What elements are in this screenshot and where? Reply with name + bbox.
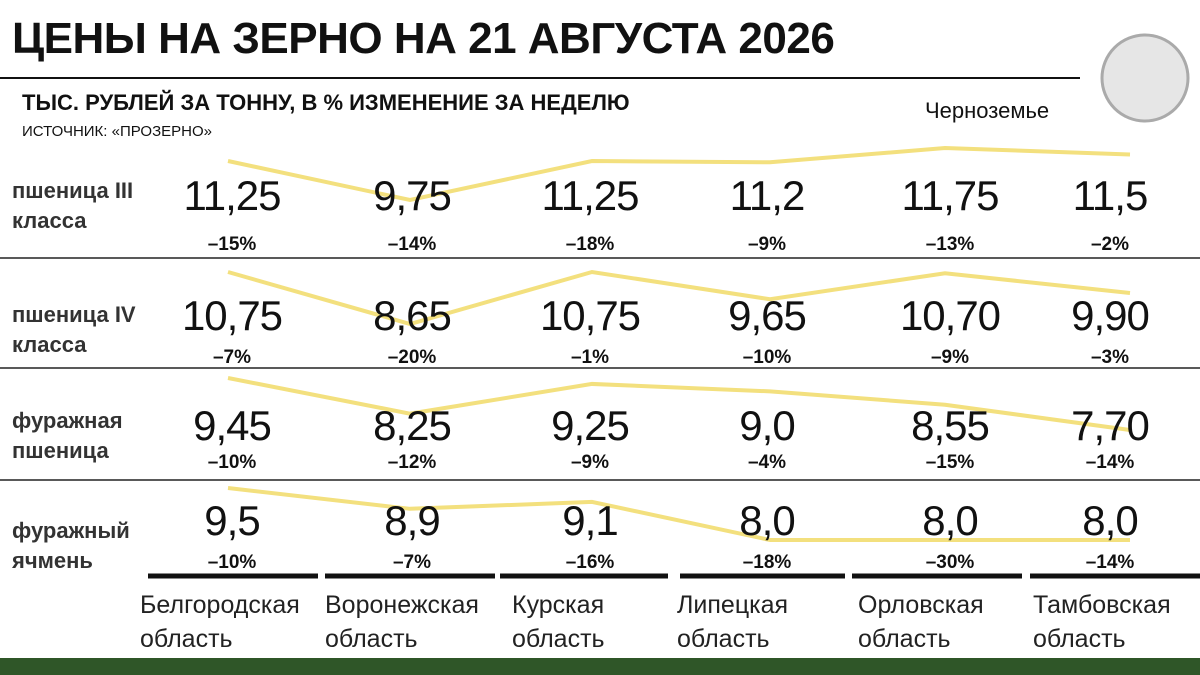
value-label: 8,9 bbox=[384, 497, 440, 544]
change-label: –7% bbox=[392, 552, 432, 573]
row-label: фуражная пшеница bbox=[12, 408, 123, 463]
footer-bar bbox=[0, 658, 1200, 675]
value-label: 8,0 bbox=[1082, 497, 1138, 544]
trend-line bbox=[227, 486, 1130, 542]
value-label: 9,90 bbox=[1071, 292, 1150, 339]
trend-line bbox=[227, 269, 1131, 327]
value-label: 10,75 bbox=[181, 292, 283, 339]
value-label: 9,0 bbox=[739, 402, 795, 449]
category-label: Курская область bbox=[512, 591, 605, 653]
value-label: 7,70 bbox=[1071, 402, 1150, 449]
value-label: 8,65 bbox=[373, 292, 452, 339]
change-label: –18% bbox=[565, 234, 615, 255]
change-label: –14% bbox=[387, 234, 437, 255]
change-label: –14% bbox=[1085, 552, 1135, 573]
value-label: 8,0 bbox=[922, 497, 978, 544]
subtitle: ТЫС. РУБЛЕЙ ЗА ТОННУ, В % ИЗМЕНЕНИЕ ЗА Н… bbox=[22, 90, 630, 115]
change-label: –9% bbox=[747, 234, 787, 255]
value-label: 11,75 bbox=[901, 172, 1000, 219]
value-label: 9,75 bbox=[373, 172, 452, 219]
change-label: –15% bbox=[925, 452, 975, 473]
change-label: –30% bbox=[925, 552, 975, 573]
value-label: 9,45 bbox=[193, 402, 272, 449]
change-label: –10% bbox=[742, 347, 792, 368]
value-label: 9,65 bbox=[728, 292, 807, 339]
change-label: –2% bbox=[1090, 234, 1130, 255]
logo bbox=[1100, 33, 1190, 123]
value-label: 10,75 bbox=[539, 292, 641, 339]
change-label: –1% bbox=[570, 347, 610, 368]
value-label: 8,55 bbox=[911, 402, 990, 449]
change-label: –16% bbox=[565, 552, 615, 573]
category-label: Воронежская область bbox=[325, 591, 479, 653]
title: ЦЕНЫ НА ЗЕРНО НА 21 АВГУСТА 2026 bbox=[12, 14, 835, 63]
change-label: –9% bbox=[570, 452, 610, 473]
value-label: 10,70 bbox=[899, 292, 1001, 339]
row-label: фуражный ячмень bbox=[12, 518, 130, 573]
value-label: 9,5 bbox=[204, 497, 260, 544]
change-label: –13% bbox=[925, 234, 975, 255]
value-label: 11,25 bbox=[183, 172, 282, 219]
change-label: –20% bbox=[387, 347, 437, 368]
change-label: –10% bbox=[207, 552, 257, 573]
change-label: –3% bbox=[1090, 347, 1130, 368]
change-label: –7% bbox=[212, 347, 252, 368]
source: ИСТОЧНИК: «ПРОЗЕРНО» bbox=[22, 123, 213, 140]
trend-line bbox=[227, 376, 1131, 432]
value-label: 8,0 bbox=[739, 497, 795, 544]
change-label: –9% bbox=[930, 347, 970, 368]
change-label: –10% bbox=[207, 452, 257, 473]
value-label: 8,25 bbox=[373, 402, 452, 449]
value-label: 9,25 bbox=[551, 402, 630, 449]
value-label: 11,5 bbox=[1072, 172, 1149, 219]
value-label: 11,2 bbox=[729, 172, 806, 219]
category-label: Тамбовская область bbox=[1033, 591, 1171, 653]
change-label: –18% bbox=[742, 552, 792, 573]
change-label: –12% bbox=[387, 452, 437, 473]
change-label: –14% bbox=[1085, 452, 1135, 473]
category-label: Белгородская область bbox=[140, 591, 300, 653]
trend-line bbox=[227, 145, 1131, 203]
value-label: 9,1 bbox=[562, 497, 618, 544]
value-label: 11,25 bbox=[541, 172, 640, 219]
category-label: Орловская область bbox=[858, 591, 984, 653]
change-label: –15% bbox=[207, 234, 257, 255]
change-label: –4% bbox=[747, 452, 787, 473]
category-label: Липецкая область bbox=[677, 591, 789, 653]
row-label: пшеница IV класса bbox=[12, 302, 136, 357]
row-label: пшеница III класса bbox=[12, 178, 134, 233]
line-label: Черноземье bbox=[925, 98, 1050, 123]
